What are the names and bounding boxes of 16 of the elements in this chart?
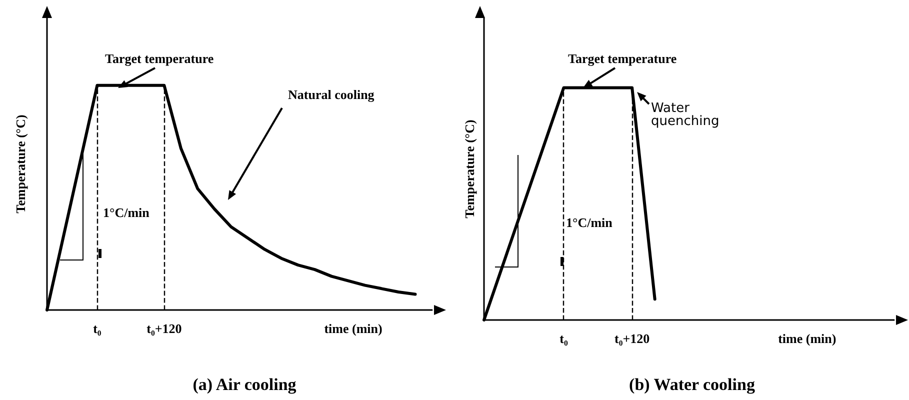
annotation: Water quenching <box>651 101 720 129</box>
x-tick-label: t₀+120 <box>146 321 182 336</box>
text: Target temperature <box>105 51 214 66</box>
x-axis-title: time (min) <box>778 331 836 346</box>
y-axis-title: Temperature (°C) <box>462 120 477 218</box>
x-axis-title: time (min) <box>324 321 382 336</box>
text: Target temperature <box>568 51 677 66</box>
text: (b) Water cooling <box>629 375 756 394</box>
x-tick-label: t₀+120 <box>614 331 650 346</box>
annotation: Natural cooling <box>288 87 375 102</box>
annotation: 1°C/min <box>103 205 150 220</box>
x-tick-label: t₀ <box>93 321 102 336</box>
annotation: 1°C/min <box>566 215 614 230</box>
text: (a) Air cooling <box>192 375 297 394</box>
x-tick-label: t₀ <box>560 331 568 346</box>
y-axis-title: Temperature (°C) <box>13 114 28 214</box>
